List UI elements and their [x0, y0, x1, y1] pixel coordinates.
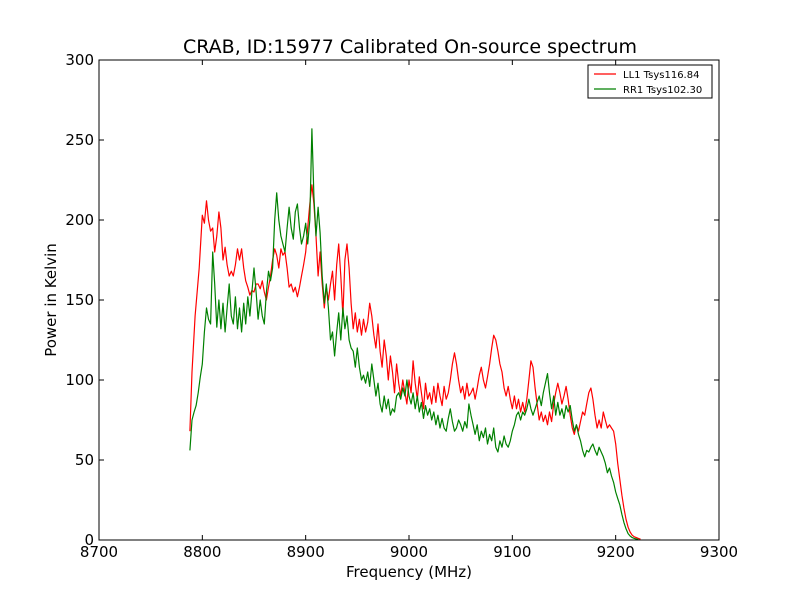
x-tick-label: 8700	[80, 543, 118, 561]
x-tick-label: 9000	[390, 543, 428, 561]
legend-label-ll1: LL1 Tsys116.84	[623, 70, 699, 81]
x-tick-label: 8900	[287, 543, 325, 561]
y-tick-label: 50	[75, 451, 94, 469]
y-tick-label: 100	[65, 371, 94, 389]
y-tick-label: 0	[84, 531, 94, 549]
series-line-rr1	[189, 128, 639, 540]
chart-title: CRAB, ID:15977 Calibrated On-source spec…	[183, 36, 637, 58]
x-tick-label: 9300	[700, 543, 738, 561]
y-tick-label: 150	[65, 291, 94, 309]
y-tick-label: 200	[65, 211, 94, 229]
x-tick-label: 8800	[183, 543, 221, 561]
legend-label-rr1: RR1 Tsys102.30	[623, 85, 702, 96]
y-tick-label: 300	[65, 51, 94, 69]
x-axis-label: Frequency (MHz)	[346, 563, 472, 581]
y-axis-label: Power in Kelvin	[42, 243, 60, 357]
legend-box	[587, 64, 713, 99]
y-tick-label: 250	[65, 131, 94, 149]
x-tick-label: 9200	[597, 543, 635, 561]
x-tick-label: 9100	[493, 543, 531, 561]
legend: LL1 Tsys116.84 RR1 Tsys102.30	[587, 64, 713, 99]
